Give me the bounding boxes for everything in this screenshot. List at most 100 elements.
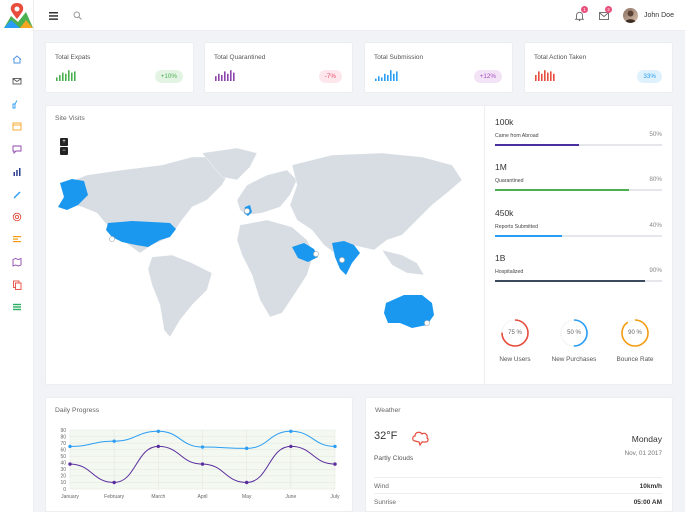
weather-title: Weather	[375, 407, 401, 414]
weather-date: Nov, 01 2017	[624, 450, 662, 457]
sidebar	[0, 0, 34, 512]
metric-value: 1B	[495, 253, 506, 263]
map-region-asia	[289, 152, 463, 256]
ring-percent: 90 %	[628, 330, 642, 336]
sparkline-bar	[218, 73, 220, 81]
sparkline-bar	[221, 75, 223, 81]
messages-envelope-icon[interactable]	[598, 10, 609, 21]
weather-row-wind: Wind 10km/h	[374, 477, 662, 490]
metric-block: 100k Came from Abroad 50%	[495, 117, 662, 146]
map-highlight-usa	[106, 221, 176, 247]
sparkline-bar	[62, 72, 64, 81]
metric-block: 1B Hospitalized 90%	[495, 253, 662, 282]
data-point	[200, 445, 205, 449]
stat-card[interactable]: Total Quarantined -7%	[204, 42, 353, 93]
avatar[interactable]	[623, 8, 638, 23]
sparkline-bar	[384, 73, 386, 81]
map-pin-logo-icon[interactable]	[2, 2, 34, 32]
sparkline-bar	[547, 72, 549, 81]
sparkline-bar	[544, 70, 546, 81]
ring-percent: 75 %	[508, 330, 522, 336]
sidebar-item-mail[interactable]	[10, 75, 23, 88]
sidebar-item-pages[interactable]	[10, 278, 23, 291]
stat-title: Total Quarantined	[214, 54, 266, 61]
map-marker-uk	[244, 208, 250, 214]
sparkline-bar	[535, 75, 537, 81]
sidebar-item-menu[interactable]	[10, 301, 23, 314]
sidebar-item-support[interactable]	[10, 210, 23, 223]
sparkline-chart	[56, 70, 76, 81]
data-point	[333, 444, 337, 449]
search-icon[interactable]	[72, 10, 83, 21]
sidebar-item-edit[interactable]	[10, 188, 23, 201]
metric-label: Quarantined	[495, 178, 524, 184]
x-tick-label: April	[197, 494, 207, 500]
map-zoom-out-button[interactable]: −	[60, 147, 68, 155]
progress-fill	[495, 280, 646, 282]
y-tick-label: 0	[63, 487, 66, 493]
notification-count-badge: 1	[581, 6, 588, 13]
sidebar-item-list[interactable]	[10, 233, 23, 246]
progress-track	[495, 189, 662, 191]
stat-change-badge: +10%	[154, 70, 183, 83]
sparkline-bar	[541, 73, 543, 81]
weather-row-label: Wind	[374, 483, 389, 490]
sidebar-item-chat[interactable]	[10, 142, 23, 155]
notification-bell-icon[interactable]	[574, 10, 585, 21]
stat-change-badge: 33%	[637, 70, 662, 83]
stat-card[interactable]: Total Submission +12%	[364, 42, 513, 93]
mail-icon	[12, 78, 21, 85]
sparkline-bar	[59, 75, 61, 81]
stat-card[interactable]: Total Action Taken 33%	[524, 42, 673, 93]
sparkline-chart	[215, 70, 235, 81]
map-region-south-america	[147, 254, 213, 338]
radial-progress-ring	[621, 319, 649, 347]
calendar-icon	[12, 122, 21, 131]
sidebar-item-map[interactable]	[10, 255, 23, 268]
stat-card[interactable]: Total Expats +10%	[45, 42, 194, 93]
data-point	[333, 462, 337, 466]
sparkline-bar	[233, 72, 235, 81]
progress-track	[495, 235, 662, 237]
data-point	[244, 446, 249, 451]
world-map[interactable]	[52, 145, 472, 345]
sparkline-bar	[375, 78, 377, 81]
map-zoom-in-button[interactable]: +	[60, 138, 68, 146]
sparkline-bar	[378, 76, 380, 81]
metric-label: Reports Submitted	[495, 224, 538, 230]
map-marker-saudi	[313, 251, 319, 257]
sidebar-item-calendar[interactable]	[10, 120, 23, 133]
x-tick-label: July	[331, 494, 340, 500]
user-name[interactable]: John Doe	[644, 12, 674, 19]
metric-percent: 80%	[649, 176, 662, 183]
hamburger-menu-icon[interactable]	[48, 10, 59, 21]
sparkline-chart	[535, 70, 555, 81]
weather-temperature: 32°F	[374, 430, 398, 442]
data-point	[112, 439, 116, 443]
sparkline-bar	[65, 73, 67, 81]
x-tick-label: February	[104, 494, 125, 500]
map-highlight-india	[332, 241, 360, 275]
data-point	[289, 429, 293, 434]
sidebar-item-charts[interactable]	[10, 165, 23, 178]
sidebar-item-like[interactable]	[10, 97, 23, 110]
ring-fill	[621, 319, 649, 347]
weather-row-sunrise: Sunrise 05:00 AM	[374, 493, 662, 506]
metric-block: 450k Reports Submitted 40%	[495, 208, 662, 237]
map-highlight-alaska	[58, 179, 88, 210]
metric-label: Came from Abroad	[495, 133, 539, 139]
sparkline-bar	[224, 71, 226, 81]
y-tick-label: 80	[60, 434, 66, 440]
map-icon	[12, 257, 21, 267]
sidebar-item-home[interactable]	[10, 52, 23, 65]
data-point	[156, 429, 161, 434]
topbar: 1 2 John Doe	[34, 0, 685, 31]
progress-track	[495, 144, 662, 146]
metric-value: 450k	[495, 208, 514, 218]
partly-cloudy-icon	[412, 431, 429, 447]
sparkline-bar	[227, 73, 229, 81]
y-tick-label: 30	[60, 467, 66, 473]
y-tick-label: 90	[60, 428, 66, 434]
x-tick-label: May	[242, 494, 252, 500]
